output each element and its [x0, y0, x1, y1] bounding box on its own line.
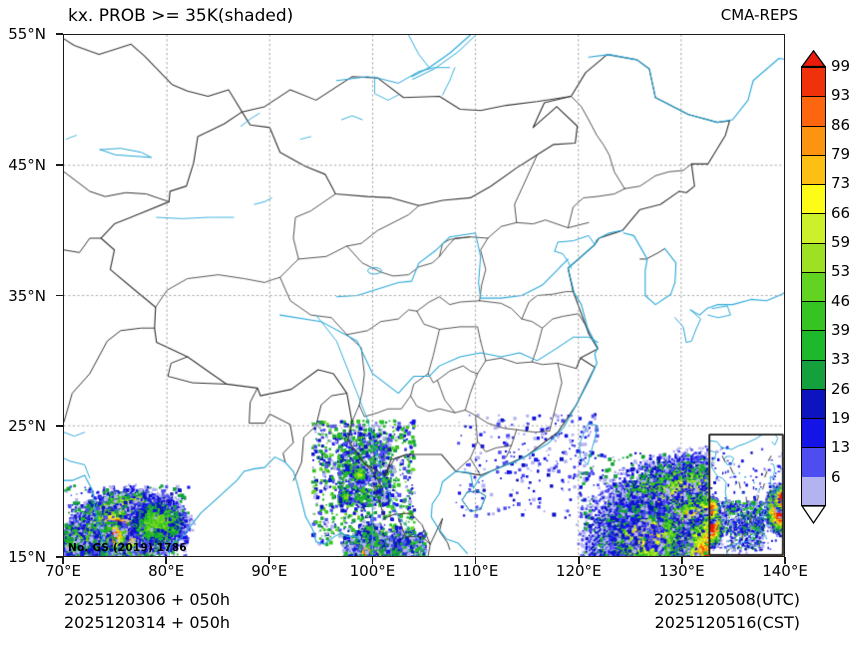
y-tick-label: 45°N	[8, 155, 46, 174]
y-tick-mark	[56, 163, 63, 166]
colorbar-tick-label: 39	[831, 321, 851, 339]
x-tick-mark	[371, 557, 374, 564]
map-field-canvas	[64, 35, 784, 556]
colorbar-tick-label: 6	[831, 467, 841, 486]
y-tick-mark	[56, 294, 63, 297]
colorbar-band	[802, 476, 825, 505]
colorbar-tick-label: 59	[831, 233, 851, 251]
colorbar-band	[802, 388, 825, 419]
colorbar-band	[802, 125, 825, 155]
x-tick-label: 80°E	[148, 562, 185, 580]
y-tick-label: 25°N	[8, 417, 46, 436]
y-tick-mark	[56, 33, 63, 35]
colorbar[interactable]: 6 13 19 26 33 39 46 53 59 66 73 79 86 93 99	[801, 50, 859, 550]
colorbar-tick-label: 93	[831, 86, 851, 105]
colorbar-tick-label: 79	[831, 145, 851, 163]
footer-line: 2025120516(CST)	[654, 613, 800, 632]
x-axis: 70°E 80°E 90°E 100°E 110°E 120°E 130°E 140°E	[0, 562, 860, 584]
x-tick-mark	[165, 557, 167, 564]
colorbar-band	[802, 330, 825, 360]
x-tick-mark	[474, 557, 477, 564]
footer-valid-times: 2025120508(UTC) 2025120516(CST)	[654, 588, 800, 634]
colorbar-band	[802, 418, 825, 448]
y-tick-label: 15°N	[8, 548, 46, 566]
colorbar-tick-labels: 6 13 19 26 33 39 46 53 59 66 73 79 86 93 99	[831, 57, 859, 506]
y-tick-label: 35°N	[8, 286, 46, 305]
footer-line: 2025120314 + 050h	[64, 613, 231, 632]
colorbar-band	[802, 301, 825, 331]
colorbar-band	[802, 96, 825, 126]
map-approval-watermark: No. GS (2019) 1786	[68, 542, 187, 554]
colorbar-over-arrow	[801, 50, 826, 67]
colorbar-tick-label: 53	[831, 262, 851, 281]
y-tick-mark	[56, 425, 63, 428]
footer-init-times: 2025120306 + 050h 2025120314 + 050h	[64, 588, 230, 634]
x-tick-label: 90°E	[251, 562, 288, 580]
x-tick-label: 130°E	[659, 562, 705, 580]
x-tick-label: 70°E	[44, 562, 82, 580]
colorbar-tick-label: 46	[831, 291, 851, 310]
colorbar-band	[802, 271, 825, 302]
colorbar-tick-label: 19	[831, 409, 851, 427]
chart-title-left: kx. PROB >= 35K(shaded)	[68, 6, 294, 26]
colorbar-tick-label: 33	[831, 350, 851, 369]
footer-line: 2025120508(UTC)	[654, 590, 800, 609]
colorbar-band	[802, 154, 825, 185]
colorbar-band	[802, 184, 825, 214]
colorbar-tick-label: 73	[831, 174, 851, 193]
x-tick-label: 100°E	[349, 562, 396, 580]
colorbar-tick-label: 99	[831, 57, 851, 75]
colorbar-under-arrow	[801, 505, 826, 524]
colorbar-band	[802, 447, 825, 477]
footer: 2025120306 + 050h 2025120314 + 050h 20251…	[0, 588, 860, 644]
chart-title-right: CMA-REPS	[720, 6, 798, 24]
x-tick-mark	[62, 557, 64, 564]
x-tick-label: 110°E	[452, 562, 499, 580]
x-tick-label: 140°E	[762, 562, 808, 580]
colorbar-tick-label: 26	[831, 379, 851, 398]
colorbar-band	[802, 213, 825, 243]
x-tick-mark	[577, 557, 580, 564]
footer-line: 2025120306 + 050h	[64, 590, 231, 609]
y-tick-mark	[56, 556, 63, 558]
colorbar-band	[802, 242, 825, 272]
map-plot-area[interactable]: No. GS (2019) 1786	[63, 34, 785, 557]
colorbar-band	[802, 359, 825, 389]
x-tick-mark	[784, 557, 786, 564]
y-axis: 55°N 45°N 35°N 25°N 15°N	[0, 0, 56, 647]
y-tick-label: 55°N	[8, 25, 46, 43]
colorbar-tick-label: 86	[831, 115, 851, 134]
x-tick-mark	[681, 557, 683, 564]
colorbar-tick-label: 13	[831, 438, 851, 457]
colorbar-tick-label: 66	[831, 203, 851, 222]
x-tick-mark	[268, 557, 271, 564]
colorbar-band	[802, 67, 825, 97]
colorbar-gradient	[801, 66, 826, 506]
x-tick-label: 120°E	[555, 562, 602, 580]
